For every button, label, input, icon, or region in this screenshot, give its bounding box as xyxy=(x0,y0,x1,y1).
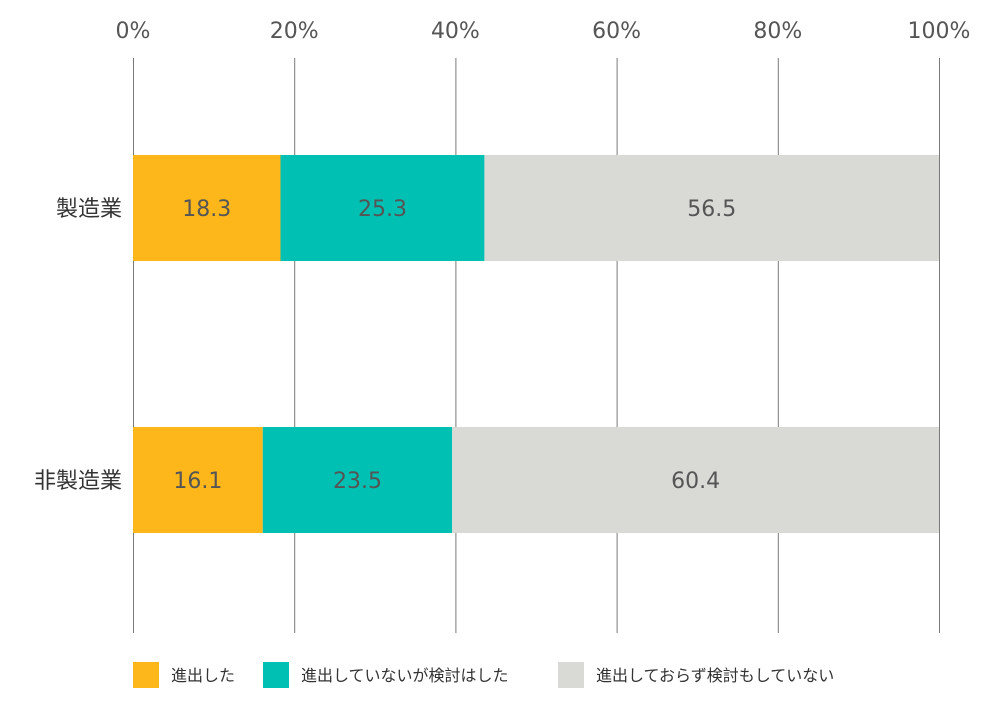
data-label-1-1: 23.5 xyxy=(333,469,382,494)
x-tick-label-5: 100% xyxy=(908,19,971,44)
legend: 進出した 進出していないが検討はした 進出しておらず検討もしていない xyxy=(133,662,834,688)
data-label-0-0: 18.3 xyxy=(182,197,231,222)
x-tick-label-3: 60% xyxy=(592,19,641,44)
bar-segment-0-0 xyxy=(133,155,281,261)
data-label-0-2: 56.5 xyxy=(687,197,736,222)
data-label-1-2: 60.4 xyxy=(671,469,720,494)
bar-segment-1-0 xyxy=(133,427,263,533)
x-tick-label-4: 80% xyxy=(753,19,802,44)
legend-label-1: 進出していないが検討はした xyxy=(301,666,509,685)
bars: 18.3 25.3 56.5 16.1 23.5 60.4 xyxy=(133,155,939,533)
category-label-1: 非製造業 xyxy=(34,469,122,494)
x-axis-tick-labels: 0% 20% 40% 60% 80% 100% xyxy=(116,19,971,44)
category-label-0: 製造業 xyxy=(56,197,122,222)
x-tick-label-1: 20% xyxy=(270,19,319,44)
data-label-0-1: 25.3 xyxy=(358,197,407,222)
bar-segment-1-1 xyxy=(262,427,453,533)
bar-segment-1-2 xyxy=(452,427,939,533)
legend-label-0: 進出した xyxy=(171,666,235,685)
grid-lines xyxy=(133,58,940,633)
x-tick-label-2: 40% xyxy=(431,19,480,44)
legend-swatch-2 xyxy=(558,662,584,688)
x-tick-label-0: 0% xyxy=(116,19,151,44)
data-label-1-0: 16.1 xyxy=(173,469,222,494)
legend-swatch-1 xyxy=(263,662,289,688)
legend-label-2: 進出しておらず検討もしていない xyxy=(596,666,834,685)
legend-swatch-0 xyxy=(133,662,159,688)
bar-segment-0-1 xyxy=(280,155,485,261)
bar-segment-0-2 xyxy=(484,155,939,261)
